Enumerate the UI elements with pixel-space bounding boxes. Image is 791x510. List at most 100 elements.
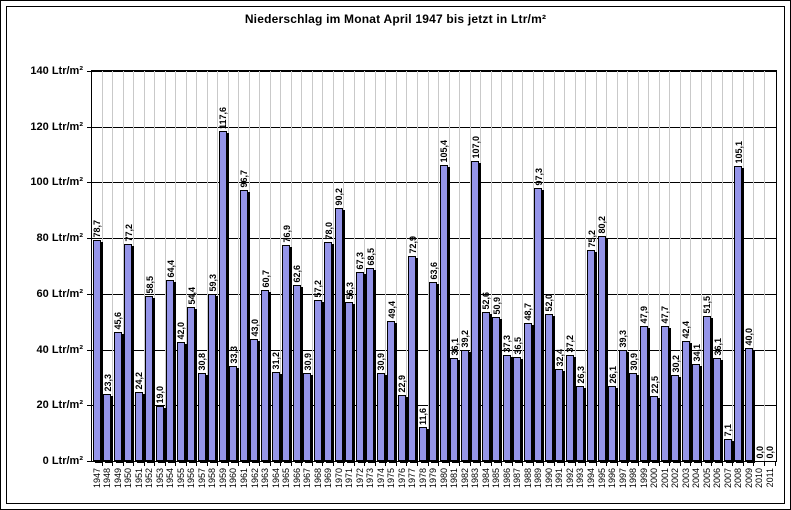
x-axis-tick xyxy=(742,461,744,466)
x-axis-year-label: 1983 xyxy=(470,468,481,489)
y-axis-label: 80 Ltr/m² xyxy=(36,232,83,244)
x-axis-tick xyxy=(311,461,313,466)
x-axis-tick xyxy=(690,461,692,466)
x-axis-year-label: 1949 xyxy=(112,468,123,489)
horizontal-gridline xyxy=(92,238,776,239)
bar xyxy=(103,394,112,461)
bar-category-cell: 60,7 1963 xyxy=(260,71,271,488)
x-axis-tick xyxy=(753,461,755,466)
y-axis-label: 0 Ltr/m² xyxy=(42,455,83,467)
bar-value-label: 30,9 xyxy=(302,353,313,371)
bar-value-label: 80,2 xyxy=(597,216,608,234)
bar-value-label: 76,9 xyxy=(281,225,292,243)
bar-value-label: 30,9 xyxy=(628,353,639,371)
bar xyxy=(576,386,585,461)
bar xyxy=(671,375,680,461)
x-axis-year-label: 1976 xyxy=(396,468,407,489)
bar xyxy=(229,366,238,461)
x-axis-year-label: 1973 xyxy=(365,468,376,489)
horizontal-gridline xyxy=(92,182,776,183)
bar-value-label: 0,0 xyxy=(754,446,765,459)
x-axis-tick xyxy=(553,461,555,466)
x-axis-tick xyxy=(564,461,566,466)
bar-category-cell: 33,3 1960 xyxy=(228,71,240,488)
x-axis-tick xyxy=(764,461,765,466)
y-axis-tick xyxy=(87,182,92,183)
x-axis-year-label: 1948 xyxy=(102,468,113,489)
x-axis-tick xyxy=(395,461,397,466)
x-axis-tick xyxy=(595,461,597,466)
bar-category-cell: 37,3 1986 xyxy=(502,71,513,488)
bar-value-label: 54,4 xyxy=(186,287,197,305)
x-axis-tick xyxy=(501,461,503,466)
x-axis-year-label: 1993 xyxy=(575,468,586,489)
x-axis-year-label: 2004 xyxy=(691,468,702,489)
bar-category-cell: 90,2 1970 xyxy=(334,71,345,488)
x-axis-tick xyxy=(301,461,303,466)
x-axis-tick xyxy=(427,461,429,466)
x-axis-year-label: 1972 xyxy=(354,468,365,489)
bar-category-cell: 30,9 1967 xyxy=(302,71,313,488)
bar xyxy=(481,312,490,461)
bar-value-label: 90,2 xyxy=(334,188,345,206)
x-axis-tick xyxy=(332,461,334,466)
bar xyxy=(618,350,627,461)
x-axis-year-label: 1975 xyxy=(386,468,397,489)
bar-value-label: 22,5 xyxy=(649,376,660,394)
x-axis-tick xyxy=(574,461,576,466)
bar-category-cell: 34,1 2004 xyxy=(691,71,702,488)
bar xyxy=(397,395,406,461)
bar-value-label: 32,4 xyxy=(554,349,565,367)
x-axis-tick xyxy=(122,461,124,466)
bar-category-cell: 32,4 1991 xyxy=(554,71,566,488)
bar-value-label: 49,4 xyxy=(386,301,397,319)
x-axis-tick xyxy=(774,461,776,466)
x-axis-tick xyxy=(490,461,492,466)
x-axis-year-label: 1985 xyxy=(491,468,502,489)
x-axis-year-label: 1986 xyxy=(501,468,512,489)
bar-category-cell: 0,0 2010 xyxy=(754,71,765,488)
bar-value-label: 36,5 xyxy=(512,337,523,355)
x-axis-year-label: 1950 xyxy=(123,468,134,489)
horizontal-gridline xyxy=(92,127,776,128)
bar xyxy=(387,321,396,461)
bar-category-cell: 68,5 1973 xyxy=(365,71,376,488)
bar xyxy=(113,332,122,461)
y-axis-tick xyxy=(87,294,92,295)
x-axis-year-label: 1966 xyxy=(291,468,302,489)
x-axis-tick xyxy=(238,461,240,466)
bar-value-label: 26,1 xyxy=(607,366,618,384)
bar-category-cell: 26,1 1996 xyxy=(607,71,618,488)
bar-value-label: 40,0 xyxy=(744,328,755,346)
x-axis-year-label: 1962 xyxy=(249,468,260,489)
x-axis-year-label: 1967 xyxy=(302,468,313,489)
x-axis-tick xyxy=(196,461,198,466)
x-axis-year-label: 2009 xyxy=(743,468,754,489)
bar xyxy=(639,326,648,461)
bar-category-cell: 30,9 1974 xyxy=(376,71,387,488)
bar-value-label: 97,3 xyxy=(533,168,544,186)
x-axis-tick xyxy=(290,461,292,466)
bar-category-cell: 78,7 1947 xyxy=(92,71,103,488)
bar xyxy=(734,166,743,461)
x-axis-tick xyxy=(543,461,545,466)
x-axis-year-label: 1974 xyxy=(375,468,386,489)
x-axis-tick xyxy=(721,461,723,466)
bar-value-label: 52,0 xyxy=(544,294,555,312)
bar xyxy=(282,245,291,461)
bar-category-cell: 30,9 1998 xyxy=(628,71,639,488)
chart-title: Niederschlag im Monat April 1947 bis jet… xyxy=(244,12,547,26)
bar-category-cell: 39,2 1982 xyxy=(460,71,471,488)
bar xyxy=(439,165,448,461)
y-axis-tick xyxy=(87,405,92,406)
x-axis-tick xyxy=(343,461,345,466)
x-axis-tick xyxy=(143,461,145,466)
bar-category-cell: 63,6 1979 xyxy=(428,71,440,488)
bar-value-label: 57,2 xyxy=(313,280,324,298)
x-axis-year-label: 1988 xyxy=(522,468,533,489)
bars-layer: 78,7 1947 23,3 1948 45,6 1949 77,2 1950 24,2 1951… xyxy=(92,71,776,488)
bar-value-label: 96,7 xyxy=(239,170,250,188)
x-axis-tick xyxy=(248,461,250,466)
bar-value-label: 37,3 xyxy=(502,335,513,353)
